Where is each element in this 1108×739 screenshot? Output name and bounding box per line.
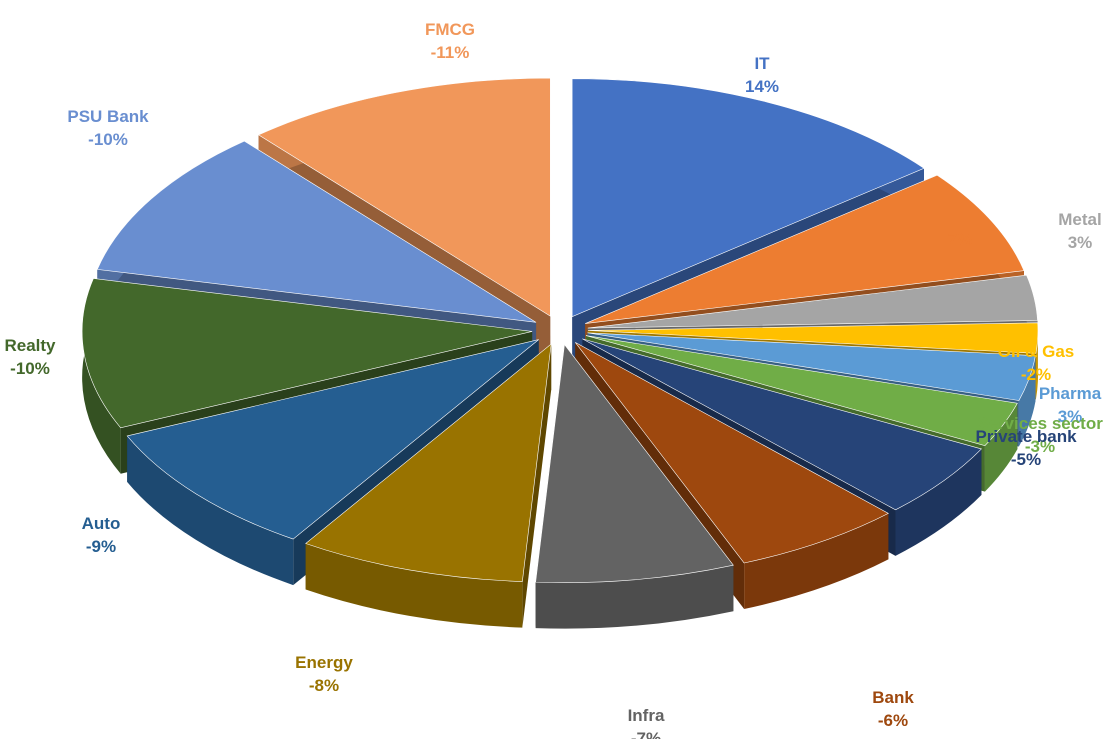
slice-top xyxy=(257,77,551,317)
data-label-pharma: Pharma 3% xyxy=(1039,382,1101,428)
label-category: Auto xyxy=(81,514,121,533)
data-label-realty: Realty -10% xyxy=(4,334,55,380)
data-label-auto: Auto -9% xyxy=(82,512,121,558)
slice-top xyxy=(585,174,1025,324)
label-value: -7% xyxy=(630,729,662,739)
slice-top xyxy=(575,342,889,564)
slice-outer-wall xyxy=(1018,355,1036,447)
data-label-fmcg: FMCG -11% xyxy=(425,18,475,64)
label-value: 3% xyxy=(1057,407,1083,426)
data-label-oil-gas: Oil & Gas -2% xyxy=(998,340,1075,386)
data-label-services-sector: Services sector -3% xyxy=(977,412,1103,458)
label-value: -2% xyxy=(1020,365,1052,384)
slice-outer-wall xyxy=(984,403,1018,492)
label-value: -3% xyxy=(1024,437,1056,456)
slice-top xyxy=(587,332,1036,401)
slice-top xyxy=(582,338,982,511)
slice-outer-wall xyxy=(895,448,982,556)
slice-outer-wall xyxy=(535,565,734,629)
slice-top xyxy=(571,78,925,318)
label-category: Services sector xyxy=(977,414,1103,433)
data-label-unlabeled-1: 7% xyxy=(948,228,973,251)
slice-top xyxy=(305,343,552,582)
data-label-infra: Infra -7% xyxy=(628,704,665,739)
slice-top xyxy=(126,339,539,540)
label-category: Private bank xyxy=(975,427,1077,446)
label-value: -8% xyxy=(308,676,340,695)
slice-top xyxy=(535,343,734,583)
label-category: Realty xyxy=(4,336,56,355)
data-label-energy: Energy -8% xyxy=(295,651,353,697)
slice-outer-wall xyxy=(744,513,889,610)
data-label-bank: Bank -6% xyxy=(872,686,914,732)
data-label-psu-bank: PSU Bank -10% xyxy=(67,105,148,151)
slice-outer-wall xyxy=(305,543,523,628)
pie-slice-energy xyxy=(305,343,552,628)
label-category: FMCG xyxy=(424,20,476,39)
label-value: -6% xyxy=(877,711,909,730)
label-category: PSU Bank xyxy=(67,107,149,126)
label-category: Oil & Gas xyxy=(997,342,1075,361)
slice-top xyxy=(587,322,1039,354)
data-label-private-bank: Private bank -5% xyxy=(975,425,1076,471)
label-value: 14% xyxy=(744,77,780,96)
slice-side-wall xyxy=(522,344,552,628)
slice-top xyxy=(81,278,533,429)
label-value: -9% xyxy=(85,537,117,556)
slice-top xyxy=(587,274,1038,329)
data-label-it: IT 14% xyxy=(745,52,779,98)
label-value: -10% xyxy=(88,130,128,149)
label-value: 7% xyxy=(947,230,973,249)
label-value: -11% xyxy=(430,43,470,62)
label-value: -5% xyxy=(1010,450,1042,469)
slice-top xyxy=(96,140,537,323)
label-category: IT xyxy=(754,54,770,73)
label-value: 3% xyxy=(1067,233,1093,252)
label-category: Bank xyxy=(872,688,914,707)
data-label-metal: Metal 3% xyxy=(1058,208,1101,254)
label-category: Metal xyxy=(1058,210,1102,229)
slice-outer-wall xyxy=(127,435,294,586)
label-category: Pharma xyxy=(1038,384,1102,403)
label-category: Energy xyxy=(295,653,353,672)
label-value: -10% xyxy=(10,359,50,378)
label-category: Infra xyxy=(627,706,665,725)
slice-top xyxy=(585,335,1018,446)
pie-slice-infra xyxy=(535,343,734,629)
